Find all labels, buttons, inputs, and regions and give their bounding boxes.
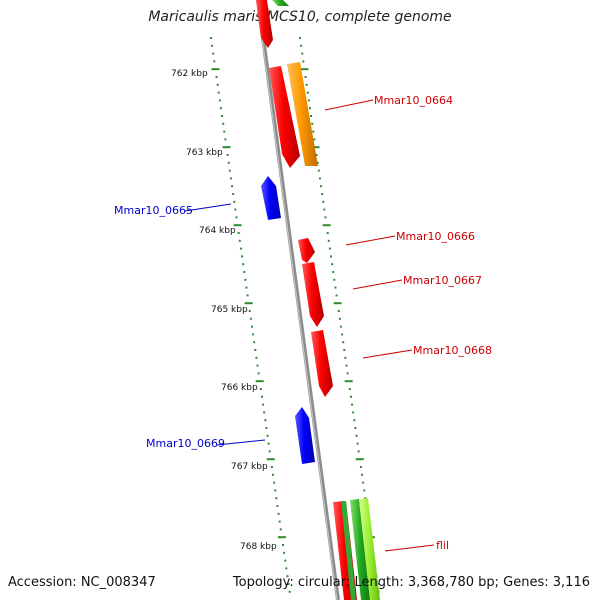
scale-label-768: 768 kbp: [240, 542, 277, 552]
scale-label-766: 766 kbp: [221, 383, 258, 393]
leader-line-0669: [216, 439, 266, 446]
scale-label-762: 762 kbp: [171, 69, 208, 79]
scale-label-765: 765 kbp: [211, 305, 248, 315]
map-title: Maricaulis maris MCS10, complete genome: [148, 9, 452, 25]
gene-label-0668[interactable]: Mmar10_0668: [413, 344, 492, 357]
scale-label-763: 763 kbp: [186, 148, 223, 158]
gene-label-flil[interactable]: flil: [436, 539, 449, 552]
gene-lime-flil-region[interactable]: [359, 498, 380, 600]
gene-green-edge[interactable]: [341, 501, 356, 600]
leader-line-0665: [184, 203, 232, 212]
gene-label-0664[interactable]: Mmar10_0664: [374, 94, 453, 107]
leader-line-0668: [362, 349, 413, 359]
scale-label-764: 764 kbp: [199, 226, 236, 236]
gene-mmar10-0667[interactable]: [302, 262, 324, 327]
gene-mmar10-0669[interactable]: [295, 407, 315, 464]
leader-line-0667: [352, 279, 403, 290]
gene-label-0666[interactable]: Mmar10_0666: [396, 230, 475, 243]
gene-top-red[interactable]: [256, 0, 273, 48]
gene-mmar10-0668[interactable]: [311, 330, 333, 397]
genome-backbone-highlight: [256, 0, 338, 600]
gene-mmar10-0664[interactable]: [287, 62, 318, 166]
leader-line-0664: [324, 99, 374, 111]
gene-mmar10-0666[interactable]: [298, 238, 315, 263]
leader-line-flil: [384, 544, 435, 552]
genome-backbone: [256, 0, 340, 600]
scale-label-767: 767 kbp: [231, 462, 268, 472]
accession-text: Accession: NC_008347: [8, 575, 156, 590]
gene-mmar10-0665[interactable]: [261, 176, 281, 220]
inner-tick-ring: [210, 37, 291, 593]
gene-label-0665[interactable]: Mmar10_0665: [114, 204, 193, 217]
genome-summary-text: Topology: circular; Length: 3,368,780 bp…: [232, 575, 590, 590]
gene-top-green[interactable]: [272, 0, 289, 6]
gene-label-0669[interactable]: Mmar10_0669: [146, 437, 225, 450]
gene-label-0667[interactable]: Mmar10_0667: [403, 274, 482, 287]
gene-red-0663[interactable]: [269, 66, 300, 168]
leader-line-0666: [345, 235, 396, 246]
gene-green-flil-region[interactable]: [350, 499, 370, 600]
